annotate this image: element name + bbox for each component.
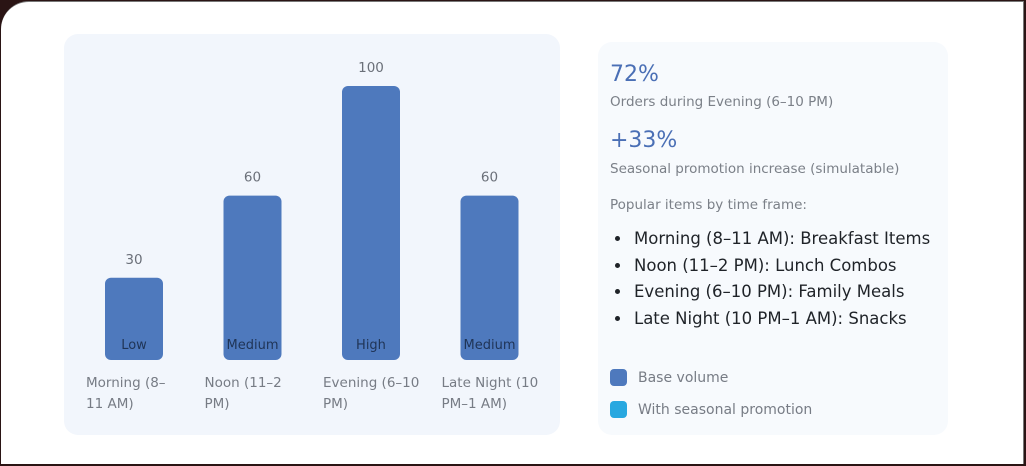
chart-panel: 30 Low 60 Medium 100 High 60 Medium Morning (8–…	[64, 34, 560, 435]
value-label: 60	[481, 170, 498, 186]
legend-swatch	[610, 401, 627, 418]
bar-chart: 30 Low 60 Medium 100 High 60 Medium	[105, 60, 519, 360]
category-label-line: Late Night (10	[441, 375, 539, 391]
value-label: 100	[358, 60, 384, 76]
value-label: 30	[125, 252, 142, 268]
stat-evening-value: 72%	[610, 62, 659, 87]
bar-level-label: Low	[121, 338, 147, 353]
popular-items-list: Morning (8–11 AM): Breakfast Items Noon …	[610, 226, 952, 332]
list-item: Morning (8–11 AM): Breakfast Items	[632, 226, 952, 253]
category-label-line: PM–1 AM)	[441, 396, 508, 412]
value-label: 60	[244, 170, 261, 186]
category-label: Noon (11–2 PM)	[205, 373, 305, 415]
legend-item-base: Base volume	[610, 369, 728, 386]
bar-level-label: Medium	[464, 338, 516, 353]
category-label-line: Noon (11–2	[204, 375, 282, 391]
legend-item-promo: With seasonal promotion	[610, 401, 812, 418]
legend-label: With seasonal promotion	[638, 401, 813, 418]
popular-heading: Popular items by time frame:	[610, 197, 807, 213]
summary-panel: 72% Orders during Evening (6–10 PM) +33%…	[598, 42, 948, 435]
stat-evening-label: Orders during Evening (6–10 PM)	[610, 94, 834, 110]
category-label: Morning (8– 11 AM)	[86, 373, 186, 415]
bar-level-label: High	[356, 338, 386, 353]
legend-swatch	[610, 369, 627, 386]
category-label: Evening (6–10 PM)	[323, 373, 423, 415]
bar	[342, 86, 400, 360]
category-label-line: PM)	[204, 396, 230, 412]
category-label: Late Night (10 PM–1 AM)	[442, 373, 542, 415]
bar	[105, 277, 163, 360]
stat-promo-label: Seasonal promotion increase (simulatable…	[610, 161, 900, 177]
category-label-line: 11 AM)	[86, 396, 134, 412]
list-item: Noon (11–2 PM): Lunch Combos	[632, 253, 952, 280]
list-item: Late Night (10 PM–1 AM): Snacks	[632, 306, 952, 333]
list-item: Evening (6–10 PM): Family Meals	[632, 279, 952, 306]
bar	[223, 195, 282, 360]
bar	[460, 195, 519, 360]
category-label-line: Evening (6–10	[323, 375, 420, 391]
category-label-line: Morning (8–	[86, 375, 166, 391]
bar-level-label: Medium	[227, 338, 279, 353]
stat-promo-value: +33%	[610, 128, 678, 153]
category-label-line: PM)	[323, 396, 349, 412]
legend-label: Base volume	[638, 369, 729, 386]
